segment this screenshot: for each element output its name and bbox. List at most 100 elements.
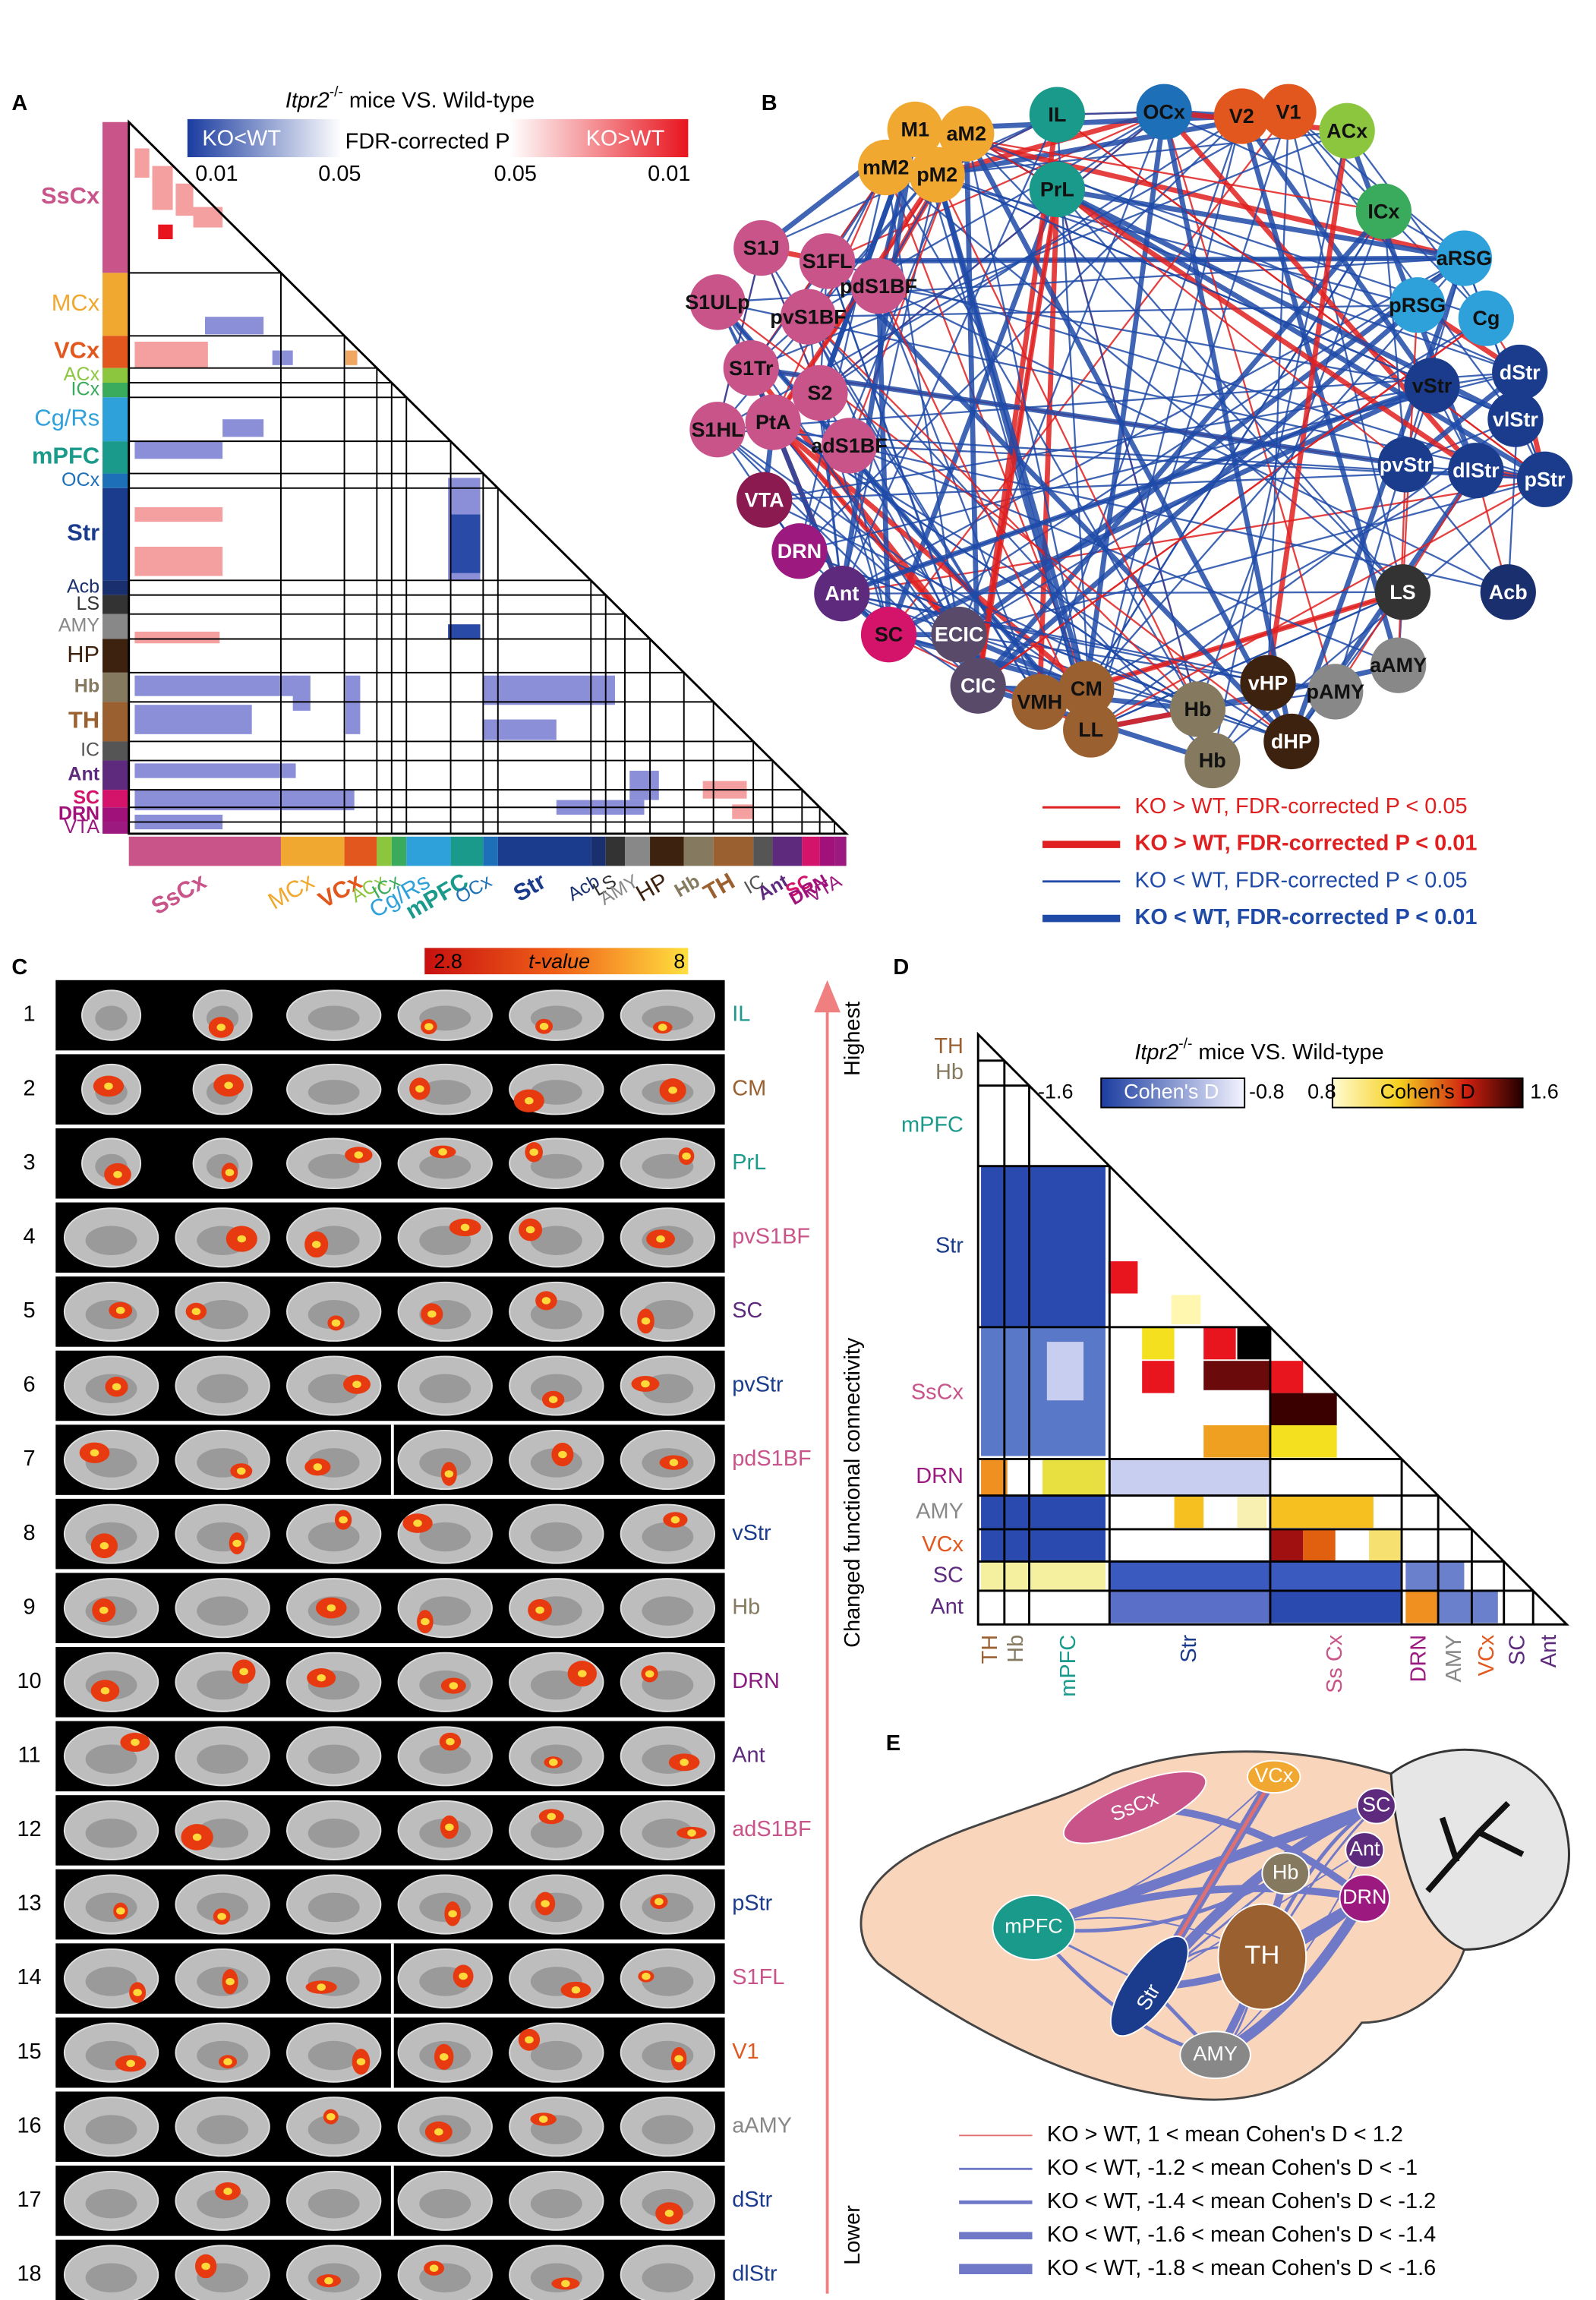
node-label: TH	[1244, 1941, 1279, 1970]
node	[1247, 1759, 1301, 1794]
node-label: VMH	[1017, 690, 1062, 713]
activation	[236, 1467, 246, 1475]
region-label: SsCx	[41, 182, 99, 209]
activation	[656, 1235, 665, 1243]
row-label: pStr	[732, 1891, 772, 1916]
slice-row	[55, 1350, 725, 1421]
heat-cell	[629, 771, 659, 800]
edge	[716, 248, 762, 430]
activation	[99, 1541, 109, 1550]
region-label: Cg/Rs	[34, 404, 99, 431]
region-bar	[102, 639, 129, 673]
node-label: aAMY	[1370, 654, 1427, 677]
region-bar	[102, 441, 129, 474]
row-number: 16	[17, 2113, 41, 2138]
node-label: Ant	[825, 582, 859, 605]
slice-row	[55, 1795, 725, 1866]
activation	[217, 1913, 226, 1920]
node-label: vlStr	[1493, 408, 1538, 431]
region-bar	[102, 473, 129, 488]
slice-inner	[308, 1522, 360, 1552]
node	[1058, 661, 1115, 717]
activation	[445, 1823, 454, 1831]
heat-cell	[1405, 1590, 1438, 1623]
region-bar	[624, 836, 651, 866]
node	[858, 139, 914, 196]
node	[689, 402, 746, 458]
activation	[317, 1983, 326, 1991]
edge	[1056, 188, 1407, 465]
region-bar	[102, 397, 129, 442]
region-bar	[834, 836, 847, 866]
title-rest: mice VS. Wild-type	[343, 88, 535, 112]
activation	[223, 2058, 232, 2066]
edge	[1090, 111, 1290, 730]
edge	[772, 421, 960, 636]
tick-label: 0.05	[494, 162, 537, 186]
activation	[525, 2036, 534, 2044]
row-label: VCx	[922, 1532, 964, 1557]
activation	[525, 1096, 534, 1105]
node	[1261, 1852, 1310, 1895]
heat-cell	[1108, 1590, 1270, 1623]
region-bar	[102, 368, 129, 383]
panel-letter: A	[11, 91, 27, 115]
edge	[958, 111, 1165, 636]
activation	[313, 1463, 323, 1471]
activation	[654, 1898, 664, 1906]
node	[780, 289, 837, 345]
panel-letter: D	[893, 955, 909, 980]
slice-row	[55, 1276, 725, 1347]
row-label: S1FL	[732, 1965, 784, 1989]
column-label: mPFC	[1056, 1635, 1080, 1697]
slice-inner	[530, 1226, 582, 1255]
slice-inner	[308, 1299, 360, 1330]
node-label: pRSG	[1389, 294, 1446, 317]
heat-cell	[483, 719, 557, 740]
row-label: V1	[732, 2040, 759, 2064]
edge	[772, 421, 843, 595]
row-number: 1	[24, 1002, 36, 1027]
heat-cell	[1369, 1529, 1402, 1562]
row-number: 9	[24, 1595, 36, 1619]
node	[1029, 87, 1085, 143]
node-label: ACx	[1326, 119, 1367, 142]
heat-cell	[1108, 1561, 1402, 1591]
edge	[841, 114, 1058, 595]
node-label: S1Tr	[729, 357, 774, 380]
slice-inner	[95, 1005, 128, 1031]
edge	[1090, 478, 1546, 731]
region-label: Ant	[68, 763, 99, 784]
edge	[764, 371, 1520, 501]
row-number: 14	[17, 1965, 41, 1989]
node-label: LS	[1389, 581, 1415, 604]
region-label: TH	[68, 707, 99, 734]
activation	[131, 1738, 140, 1746]
row-label: DRN	[732, 1669, 780, 1693]
node	[1029, 161, 1085, 218]
slice-row	[55, 980, 725, 1051]
node	[938, 106, 995, 162]
region-label: Acb	[67, 576, 99, 598]
slice-row	[55, 2239, 725, 2300]
cerebellum-core	[1425, 1800, 1525, 1893]
row-label: TH	[934, 1034, 964, 1059]
tick-label: 0.05	[318, 162, 361, 186]
heat-cell	[981, 1561, 1106, 1591]
slice-inner	[419, 1080, 472, 1105]
heat-cell	[1270, 1529, 1304, 1562]
activation	[444, 1470, 454, 1478]
slice-row	[55, 1202, 725, 1273]
column-label: VCx	[1475, 1634, 1499, 1676]
legend-label: KO < WT, FDR-corrected P < 0.05	[1135, 868, 1468, 892]
region-bar	[683, 836, 714, 866]
region-bar	[391, 836, 407, 866]
tick-label: 0.01	[648, 162, 690, 186]
row-label: CM	[732, 1076, 766, 1100]
column-label: Hb	[1004, 1635, 1028, 1663]
region-bar	[591, 836, 606, 866]
heat-cell	[1405, 1561, 1465, 1591]
node-label: dHP	[1271, 730, 1312, 753]
node	[1213, 88, 1270, 144]
label: 2.8	[434, 950, 462, 973]
